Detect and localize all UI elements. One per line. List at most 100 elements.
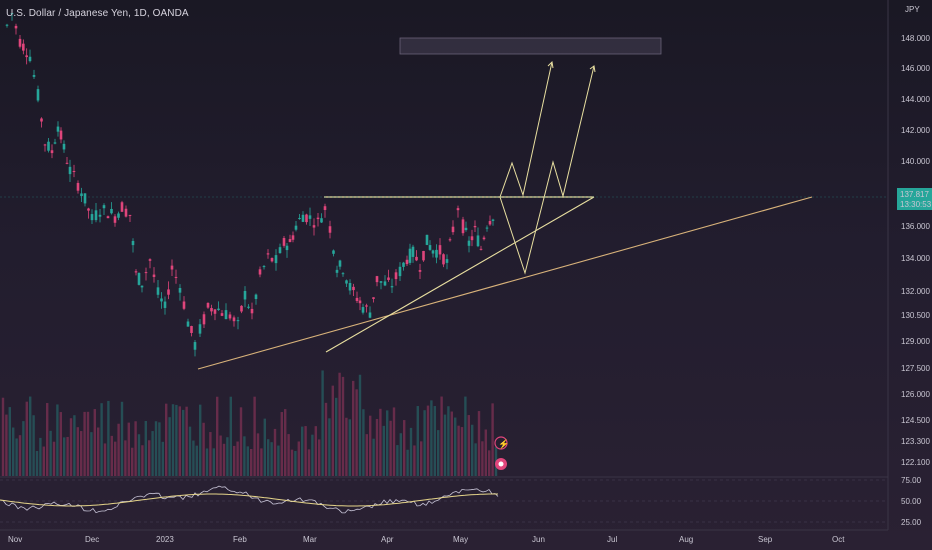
volume-bar (56, 404, 59, 476)
candle-body (332, 250, 335, 254)
volume-bar (426, 405, 430, 476)
volume-bar (15, 438, 18, 476)
candle-body (266, 253, 270, 255)
volume-bar (5, 414, 8, 476)
candle-body (110, 208, 113, 214)
candle-body (80, 193, 83, 197)
candle-body (415, 256, 418, 261)
price-tick-label: 134.000 (901, 254, 930, 263)
candle-body (83, 193, 87, 204)
volume-bar (100, 403, 103, 476)
price-tick-label: 142.000 (901, 126, 930, 135)
candle-body (383, 281, 387, 286)
candle-body (464, 227, 468, 231)
volume-bar (413, 445, 416, 476)
candle-body (442, 254, 445, 265)
candle-body (278, 247, 282, 254)
candle-body (170, 265, 174, 270)
volume-bar (403, 420, 406, 476)
candle-body (190, 326, 193, 333)
volume-bar (216, 396, 219, 476)
volume-bar (352, 380, 355, 476)
price-tick-label: 146.000 (901, 64, 930, 73)
candle-body (285, 245, 289, 251)
symbol-title: U.S. Dollar / Japanese Yen, 1D, OANDA (6, 8, 189, 19)
candle-body (206, 302, 210, 308)
volume-bar (338, 372, 341, 476)
volume-bar (49, 430, 52, 476)
volume-bar (134, 421, 137, 476)
volume-bar (93, 409, 96, 476)
candle-body (316, 217, 320, 220)
volume-bar (406, 449, 409, 476)
volume-bar (481, 441, 484, 476)
volume-bar (355, 389, 358, 476)
candle-body (186, 321, 190, 327)
candle-body (182, 301, 186, 309)
projection-path-2 (499, 65, 595, 275)
volume-bar (239, 407, 243, 476)
volume-bar (42, 446, 45, 476)
volume-bar (161, 441, 164, 476)
volume-bar (450, 411, 453, 476)
volume-bar (127, 422, 130, 476)
volume-bar (120, 401, 124, 476)
volume-bar (392, 407, 396, 476)
candle-body (361, 307, 365, 313)
volume-bar (399, 433, 402, 476)
volume-bar (263, 418, 266, 476)
volume-bar (46, 403, 49, 476)
candle-body (167, 289, 170, 295)
candle-body (117, 213, 120, 218)
volume-bar (256, 433, 260, 476)
volume-bar (294, 450, 297, 476)
candle-body (262, 266, 266, 268)
volume-bar (345, 417, 348, 476)
volume-bar (457, 425, 460, 476)
target-zone (399, 37, 662, 55)
volume-bar (260, 448, 263, 476)
candle-body (320, 218, 323, 223)
volume-bar (423, 410, 426, 476)
candle-body (438, 245, 442, 255)
event-icon-dot (498, 461, 504, 467)
candle-body (485, 227, 489, 229)
candle-body (341, 273, 345, 275)
volume-bar (219, 435, 222, 476)
candle-body (232, 317, 236, 322)
volume-bar (12, 427, 15, 476)
candle-body (479, 248, 483, 250)
candle-body (470, 236, 474, 241)
candle-body (288, 239, 292, 242)
candle-body (213, 309, 217, 314)
volume-bar (270, 442, 273, 476)
volume-bar (277, 445, 280, 476)
candle-body (461, 219, 465, 234)
time-tick-label: Apr (381, 535, 394, 544)
volume-bar (250, 448, 253, 476)
candle-body (431, 250, 435, 254)
candle-body (76, 182, 80, 191)
volume-bar (222, 443, 226, 476)
candle-body (36, 89, 40, 101)
volume-bar (460, 427, 464, 476)
volume-bar (63, 437, 66, 476)
candle-body (62, 143, 66, 150)
candle-body (5, 24, 9, 26)
volume-bar (273, 428, 277, 476)
time-tick-label: 2023 (156, 535, 174, 544)
volume-bar (491, 403, 494, 476)
candle-body (467, 240, 471, 246)
candle-body (156, 287, 160, 295)
volume-bar (372, 438, 375, 476)
candle-body (348, 282, 352, 291)
volume-bar (144, 420, 147, 476)
price-tick-label: 132.000 (901, 287, 930, 296)
volume-bar (290, 449, 294, 476)
candle-body (56, 126, 60, 132)
rsi-tick-label: 25.00 (901, 518, 922, 527)
volume-bar (420, 441, 423, 476)
candle-body (131, 240, 135, 246)
